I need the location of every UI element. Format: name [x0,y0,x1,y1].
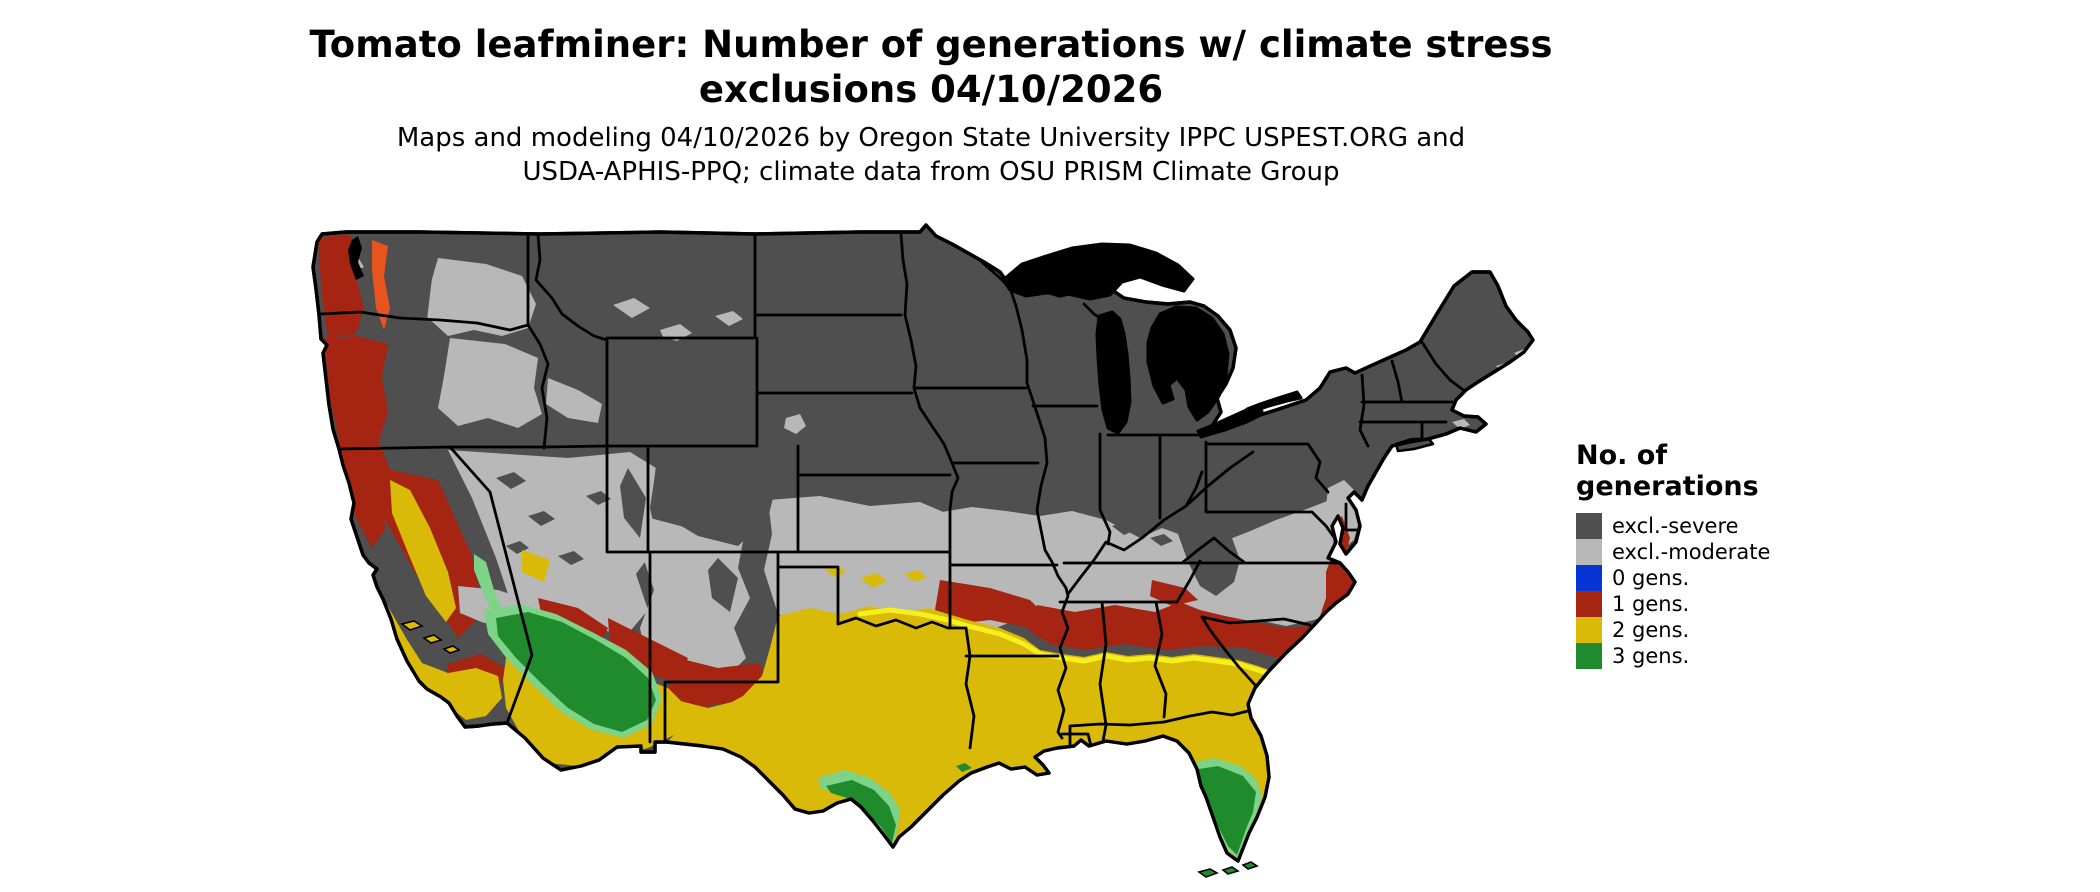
state-borders [319,232,1468,752]
legend: No. of generations excl.-severe excl.-mod… [1576,440,1916,669]
legend-swatch-2-gens [1576,616,1602,643]
legend-item: 1 gens. [1576,590,1916,617]
legend-item: 3 gens. [1576,642,1916,669]
legend-item: 2 gens. [1576,616,1916,643]
legend-label: 3 gens. [1612,643,1690,668]
legend-swatch-1-gens [1576,590,1602,617]
us-coastline [311,223,1535,863]
lake-huron [1146,305,1230,422]
map-subtitle: Maps and modeling 04/10/2026 by Oregon S… [306,122,1556,190]
zone-orange-transition [372,240,390,330]
map-title: Tomato leafminer: Number of generations … [306,22,1556,112]
zone-2-gens-bright-fringe [857,607,1311,679]
legend-swatch-excl-severe [1576,512,1602,539]
legend-item: excl.-severe [1576,512,1916,539]
legend-item: excl.-moderate [1576,538,1916,565]
legend-swatch-3-gens [1576,642,1602,669]
map-title-line1: Tomato leafminer: Number of generations … [309,23,1553,66]
channel-islands [400,620,461,654]
map-title-line2: exclusions 04/10/2026 [698,68,1164,112]
great-lakes [1001,242,1303,439]
legend-swatch-excl-moderate [1576,538,1602,565]
legend-label: excl.-moderate [1612,539,1771,564]
legend-swatch-0-gens [1576,564,1602,591]
lake-michigan [1095,310,1132,435]
legend-title-line2: generations [1576,471,1759,503]
lake-ontario [1245,390,1303,414]
zone-3-gens [496,612,1256,855]
florida-keys [1197,861,1259,878]
map-subtitle-line2: USDA-APHIS-PPQ; climate data from OSU PR… [522,156,1340,187]
legend-label: 2 gens. [1612,617,1690,642]
legend-label: 1 gens. [1612,591,1690,616]
us-climate-map [300,220,1550,892]
us-climate-map-svg [311,223,1535,878]
legend-title-line1: No. of [1576,440,1668,471]
puget-sound [348,236,364,280]
legend-items: excl.-severe excl.-moderate 0 gens. 1 gens.… [1576,512,1916,669]
legend-item: 0 gens. [1576,564,1916,591]
legend-label: excl.-severe [1612,513,1739,538]
legend-title: No. of generations [1576,440,1916,503]
legend-label: 0 gens. [1612,565,1690,590]
map-subtitle-line1: Maps and modeling 04/10/2026 by Oregon S… [396,123,1466,153]
